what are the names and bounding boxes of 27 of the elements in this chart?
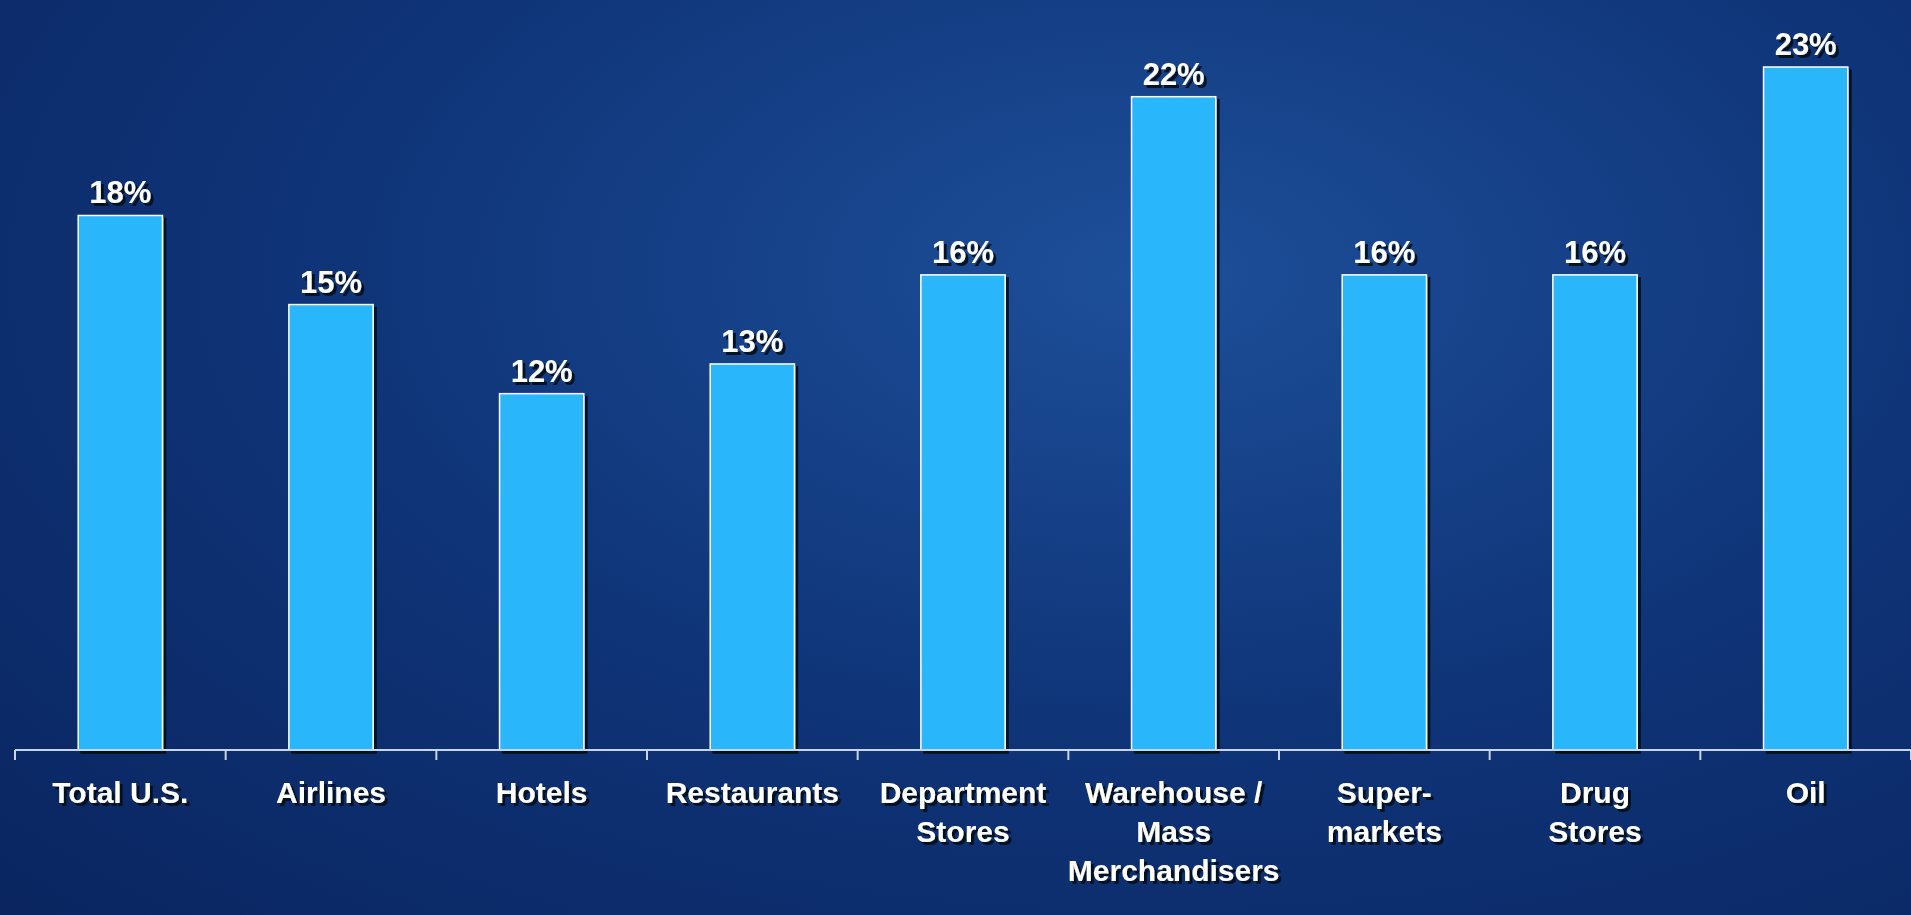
bar [77,214,164,751]
x-tick-label: Total U.S. [52,776,189,809]
data-label: 16% [931,234,995,270]
x-tick-label: Oil [1785,776,1826,809]
x-tick-label: Super- markets [1326,776,1442,848]
bar [1130,95,1217,751]
data-label: 16% [1353,234,1416,270]
x-tick-label: Restaurants [665,776,840,809]
bar [1341,274,1428,751]
data-label: 23% [1774,27,1837,62]
bar [920,274,1006,751]
x-tick-label: Warehouse / Mass Merchandisers [1067,776,1280,887]
data-label: 16% [1563,234,1627,270]
x-tick-label: Department Stores [879,776,1047,848]
x-tick-label: Hotels [495,776,588,809]
bar [498,392,585,751]
x-tick-label: Airlines [275,776,387,809]
bar [1762,66,1849,751]
data-label: 15% [299,264,363,300]
bar [1552,274,1638,751]
data-label: 13% [721,323,784,359]
x-tick-label: Drug Stores [1548,776,1642,848]
data-label: 12% [510,353,573,389]
data-label: 18% [89,175,152,211]
data-label: 22% [1142,56,1205,92]
bar [709,363,796,751]
bar [288,303,374,751]
